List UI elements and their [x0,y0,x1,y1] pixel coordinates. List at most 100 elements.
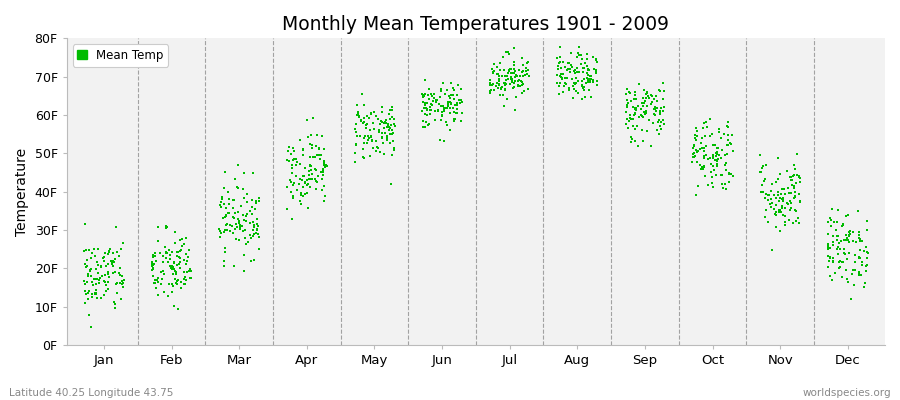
Point [285,195,300,202]
Point [184,274,199,281]
Point [649,93,663,99]
Point [564,50,579,56]
Point [445,100,459,106]
Point [163,263,177,270]
Point [387,146,401,152]
Point [165,281,179,287]
Point [83,268,97,274]
Point [302,176,316,182]
Point [242,208,256,214]
Point [369,138,383,144]
Point [252,195,266,202]
Point [145,260,159,267]
Point [309,186,323,192]
Point [295,176,310,183]
Point [754,169,769,176]
Point [509,73,524,80]
Point [219,205,233,211]
Point [382,107,397,114]
Point [286,156,301,162]
Point [647,106,662,112]
Point [424,100,438,107]
Point [348,121,363,127]
Point [217,185,231,191]
Point [764,188,778,194]
Point [418,101,432,108]
Point [632,80,646,87]
Point [568,67,582,73]
Point [758,195,772,201]
Point [686,150,700,157]
Point [620,97,634,103]
Point [586,77,600,83]
Point [778,218,792,225]
Point [697,120,711,126]
Point [364,133,378,140]
Point [515,69,529,75]
Point [503,74,517,80]
Point [223,228,238,234]
Point [857,284,871,290]
Point [243,232,257,238]
Point [570,69,584,76]
Point [576,85,590,92]
Point [839,237,853,243]
Point [767,192,781,198]
Point [697,166,711,172]
Point [82,312,96,318]
Point [416,118,430,125]
Point [444,80,458,86]
Point [834,223,849,230]
Point [384,180,399,187]
Point [221,201,236,207]
Point [428,97,443,104]
Point [280,156,294,163]
Point [165,266,179,272]
Point [434,103,448,110]
Point [642,117,656,123]
Point [230,208,245,215]
Point [776,212,790,218]
Point [103,274,117,280]
Point [360,113,374,119]
Point [440,104,454,111]
Point [113,246,128,253]
Point [636,95,651,102]
Point [581,66,596,73]
Point [303,184,318,190]
Point [860,227,874,233]
Point [590,82,605,88]
Point [513,82,527,89]
Point [782,217,796,224]
Point [697,145,711,151]
Point [709,158,724,164]
Point [648,104,662,111]
Point [317,158,331,164]
Point [316,169,330,175]
Point [765,246,779,253]
Point [159,249,174,256]
Point [226,205,240,212]
Point [421,92,436,98]
Point [553,44,567,50]
Point [439,87,454,93]
Point [356,155,371,161]
Point [569,75,583,81]
Point [518,67,533,74]
Point [580,71,595,78]
Point [504,66,518,73]
Point [838,251,852,257]
Point [578,60,592,66]
Point [560,75,574,82]
Point [689,158,704,165]
Point [630,123,644,129]
Point [170,278,184,284]
Point [513,72,527,79]
Point [657,88,671,94]
Point [447,102,462,108]
Point [89,290,104,296]
Point [654,119,669,126]
Point [652,107,667,114]
Point [450,106,464,112]
Point [636,138,651,144]
